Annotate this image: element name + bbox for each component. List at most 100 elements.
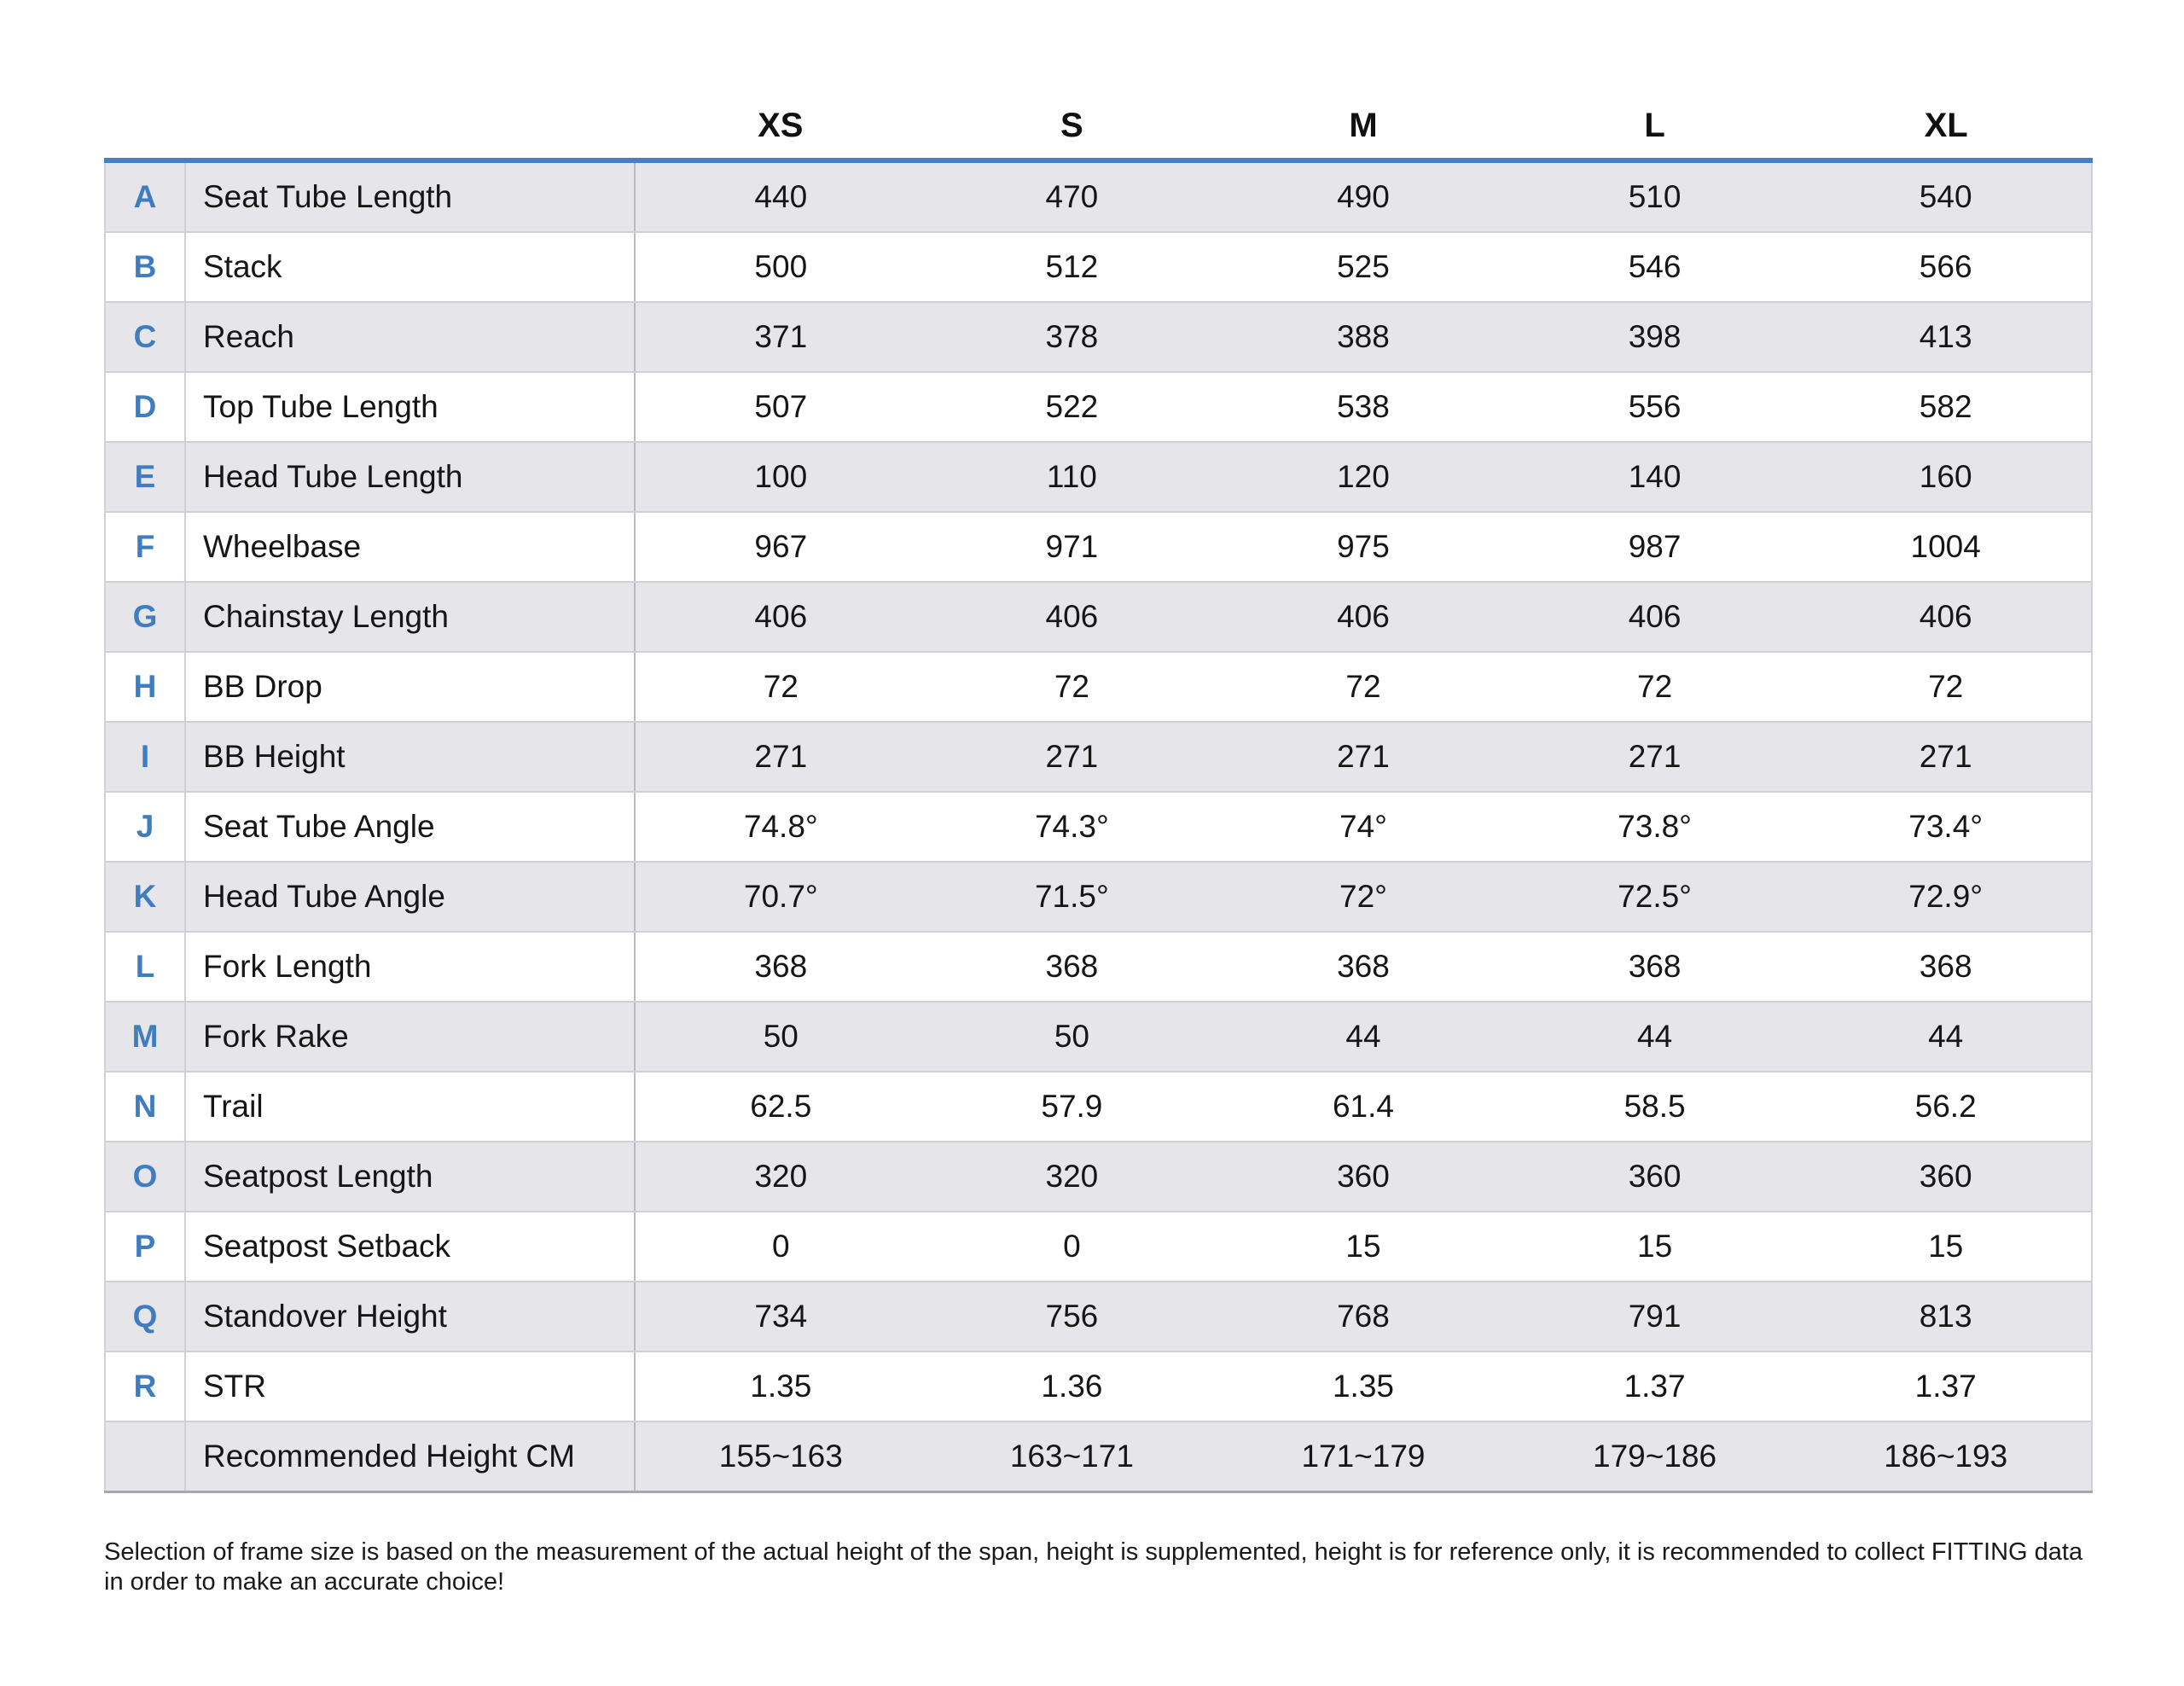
- table-cell: 72.9°: [1800, 862, 2093, 933]
- header-name: [185, 94, 635, 163]
- row-label: BB Drop: [185, 652, 636, 723]
- table-cell: 507: [635, 372, 926, 443]
- row-letter: Q: [104, 1282, 186, 1352]
- table-cell: 72: [635, 652, 926, 723]
- row-letter: D: [104, 372, 186, 443]
- table-cell: 440: [635, 160, 926, 233]
- table-cell: 57.9: [926, 1072, 1218, 1142]
- row-label: Seat Tube Length: [185, 160, 636, 233]
- table-cell: 155~163: [635, 1421, 926, 1493]
- table-cell: 50: [635, 1002, 926, 1073]
- table-cell: 360: [1508, 1142, 1801, 1212]
- table-cell: 72: [1217, 652, 1509, 723]
- header-size-l: L: [1508, 94, 1801, 163]
- table-cell: 791: [1508, 1282, 1801, 1352]
- table-cell: 368: [926, 932, 1218, 1003]
- table-cell: 179~186: [1508, 1421, 1801, 1493]
- table-cell: 566: [1800, 232, 2093, 303]
- table-cell: 74°: [1217, 792, 1509, 863]
- table-cell: 538: [1217, 372, 1509, 443]
- row-letter: I: [104, 722, 186, 793]
- header-size-m: M: [1217, 94, 1509, 163]
- table-cell: 368: [1217, 932, 1509, 1003]
- table-row: J Seat Tube Angle 74.8° 74.3° 74° 73.8° 73.4°: [104, 792, 2093, 863]
- table-cell: 171~179: [1217, 1421, 1509, 1493]
- table-cell: 510: [1508, 160, 1801, 233]
- table-cell: 546: [1508, 232, 1801, 303]
- table-cell: 15: [1800, 1212, 2093, 1282]
- row-letter: E: [104, 442, 186, 513]
- row-label: Seatpost Length: [185, 1142, 636, 1212]
- table-cell: 271: [1508, 722, 1801, 793]
- table-cell: 582: [1800, 372, 2093, 443]
- header-size-xl: XL: [1800, 94, 2092, 163]
- table-cell: 368: [1508, 932, 1801, 1003]
- row-label: Fork Length: [185, 932, 636, 1003]
- row-letter: H: [104, 652, 186, 723]
- table-cell: 360: [1800, 1142, 2093, 1212]
- table-cell: 413: [1800, 302, 2093, 373]
- row-label: BB Height: [185, 722, 636, 793]
- row-letter: N: [104, 1072, 186, 1142]
- table-row: E Head Tube Length 100 110 120 140 160: [104, 442, 2093, 513]
- table-cell: 975: [1217, 512, 1509, 583]
- table-row: Q Standover Height 734 756 768 791 813: [104, 1282, 2093, 1352]
- table-cell: 378: [926, 302, 1218, 373]
- table-cell: 756: [926, 1282, 1218, 1352]
- table-cell: 186~193: [1800, 1421, 2093, 1493]
- table-row: A Seat Tube Length 440 470 490 510 540: [104, 160, 2093, 233]
- table-row: G Chainstay Length 406 406 406 406 406: [104, 582, 2093, 653]
- table-row: M Fork Rake 50 50 44 44 44: [104, 1002, 2093, 1073]
- row-label: Chainstay Length: [185, 582, 636, 653]
- table-row: P Seatpost Setback 0 0 15 15 15: [104, 1212, 2093, 1282]
- header-size-xs: XS: [635, 94, 926, 163]
- table-cell: 100: [635, 442, 926, 513]
- table-cell: 406: [1217, 582, 1509, 653]
- table-cell: 44: [1508, 1002, 1801, 1073]
- table-cell: 320: [635, 1142, 926, 1212]
- table-cell: 525: [1217, 232, 1509, 303]
- row-label: Stack: [185, 232, 636, 303]
- table-row: O Seatpost Length 320 320 360 360 360: [104, 1142, 2093, 1212]
- row-label: Head Tube Angle: [185, 862, 636, 933]
- table-row: H BB Drop 72 72 72 72 72: [104, 652, 2093, 723]
- table-cell: 1.35: [635, 1352, 926, 1422]
- table-cell: 61.4: [1217, 1072, 1509, 1142]
- table-cell: 512: [926, 232, 1218, 303]
- table-cell: 50: [926, 1002, 1218, 1073]
- geometry-table: XS S M L XL A Seat Tube Length 440 470 490 51…: [104, 94, 2093, 1493]
- table-cell: 1.37: [1508, 1352, 1801, 1422]
- table-cell: 72: [1800, 652, 2093, 723]
- table-cell: 73.8°: [1508, 792, 1801, 863]
- table-cell: 15: [1217, 1212, 1509, 1282]
- table-cell: 44: [1800, 1002, 2093, 1073]
- table-cell: 368: [1800, 932, 2093, 1003]
- table-header-row: XS S M L XL: [105, 94, 2092, 163]
- table-cell: 15: [1508, 1212, 1801, 1282]
- table-cell: 62.5: [635, 1072, 926, 1142]
- row-label: Wheelbase: [185, 512, 636, 583]
- table-cell: 71.5°: [926, 862, 1218, 933]
- table-cell: 140: [1508, 442, 1801, 513]
- table-cell: 500: [635, 232, 926, 303]
- table-cell: 73.4°: [1800, 792, 2093, 863]
- table-cell: 360: [1217, 1142, 1509, 1212]
- table-cell: 971: [926, 512, 1218, 583]
- table-cell: 768: [1217, 1282, 1509, 1352]
- row-letter: L: [104, 932, 186, 1003]
- row-letter: P: [104, 1212, 186, 1282]
- row-label: STR: [185, 1352, 636, 1422]
- row-letter: B: [104, 232, 186, 303]
- table-cell: 271: [1217, 722, 1509, 793]
- row-label: Reach: [185, 302, 636, 373]
- table-row: L Fork Length 368 368 368 368 368: [104, 932, 2093, 1003]
- row-letter: K: [104, 862, 186, 933]
- table-row: D Top Tube Length 507 522 538 556 582: [104, 372, 2093, 443]
- table-cell: 163~171: [926, 1421, 1218, 1493]
- row-letter: O: [104, 1142, 186, 1212]
- table-cell: 1004: [1800, 512, 2093, 583]
- header-size-s: S: [926, 94, 1218, 163]
- table-row: R STR 1.35 1.36 1.35 1.37 1.37: [104, 1352, 2093, 1422]
- row-letter: C: [104, 302, 186, 373]
- table-row: I BB Height 271 271 271 271 271: [104, 722, 2093, 793]
